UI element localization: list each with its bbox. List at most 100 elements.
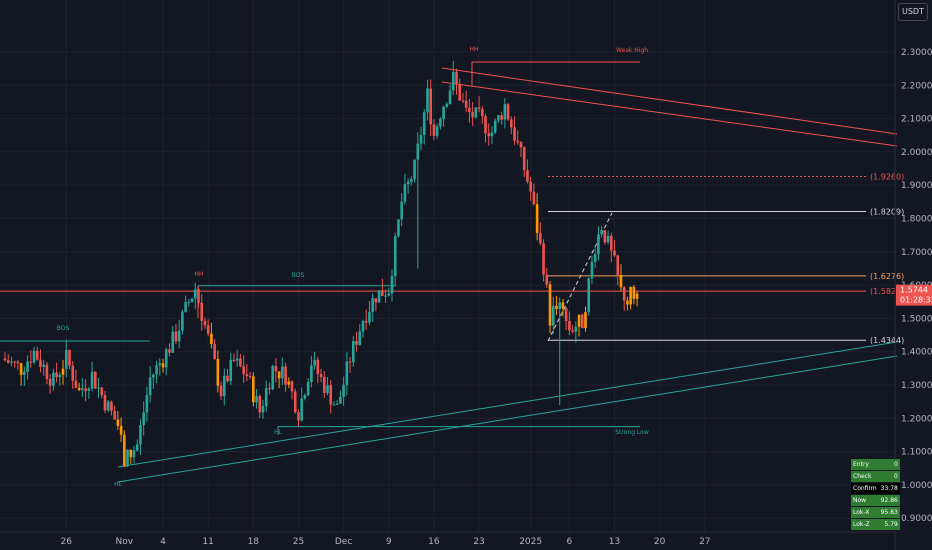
- candle-body: [603, 230, 607, 243]
- time-tick-label: 16: [428, 537, 440, 547]
- time-tick-label: 4: [160, 537, 166, 547]
- candle-body: [364, 320, 368, 323]
- candle-body: [413, 159, 416, 180]
- price-tick-label: 1.3000: [901, 381, 932, 391]
- time-axis[interactable]: 26 Nov 4 11 18 25 Dec 9 16 23 2025 6 13 20 27: [61, 537, 711, 547]
- candle-body: [190, 298, 194, 303]
- candle-body: [487, 133, 491, 137]
- candle-body: [223, 375, 226, 397]
- candle-body: [77, 387, 81, 390]
- candle-body: [535, 204, 539, 233]
- time-tick-label: 26: [61, 537, 73, 547]
- annotation-label: Strong Low: [615, 429, 649, 436]
- price-tick-label: 1.1000: [901, 448, 932, 458]
- candle-body: [29, 361, 33, 363]
- candle-body: [213, 343, 216, 359]
- time-tick-label: 2025: [519, 537, 542, 547]
- candle-body: [490, 132, 494, 137]
- candle-body: [464, 100, 468, 108]
- candle-body: [506, 104, 510, 120]
- info-panel: Entry 0 Check 0 Confirm 33.78 Now 92.86 Lok-X 95.…: [851, 459, 900, 531]
- info-row: Check 0: [851, 470, 900, 483]
- annotation-label: HH: [469, 46, 478, 53]
- candle-body: [416, 143, 420, 160]
- candle-body: [210, 333, 213, 344]
- candle-body: [545, 274, 549, 285]
- candle-body: [100, 387, 104, 396]
- candle-body: [171, 331, 174, 353]
- candle-body: [84, 388, 87, 391]
- candle-body: [610, 235, 613, 251]
- currency-selector[interactable]: USDT: [898, 3, 928, 21]
- candle-body: [94, 371, 97, 389]
- candle-body: [377, 290, 381, 303]
- candle-body: [284, 366, 287, 385]
- candle-body: [90, 371, 94, 389]
- candle-body: [435, 126, 439, 136]
- candle-body: [410, 179, 413, 182]
- time-tick-label: 13: [609, 537, 620, 547]
- candle-body: [519, 142, 523, 148]
- candle-body: [87, 388, 91, 391]
- candle-body: [510, 119, 513, 128]
- candle-body: [290, 381, 294, 392]
- info-label: Confirm: [851, 482, 879, 495]
- candle-body: [426, 88, 429, 113]
- candle-body: [568, 321, 571, 331]
- candle-body: [445, 103, 449, 107]
- info-row: Lok-X 95.83: [851, 506, 900, 519]
- candle-body: [132, 450, 136, 458]
- candle-body: [584, 312, 587, 329]
- candle-body: [471, 112, 474, 118]
- candle-body: [513, 127, 516, 141]
- info-value: 33.78: [878, 482, 900, 495]
- candle-body: [580, 314, 584, 329]
- candle-body: [532, 191, 536, 205]
- support-trendline-lower: [117, 355, 898, 483]
- price-tag-bg: [896, 284, 932, 306]
- candle-body: [145, 395, 149, 413]
- candle-body: [439, 118, 442, 127]
- candle-body: [61, 368, 65, 375]
- time-tick-label: 20: [654, 537, 666, 547]
- candle-body: [135, 444, 139, 451]
- info-value: 95.83: [878, 506, 900, 519]
- resistance-trendline-upper: [441, 67, 898, 135]
- candle-body: [555, 305, 558, 310]
- candle-body: [332, 404, 336, 406]
- candle-body: [400, 201, 403, 220]
- candle-body: [68, 349, 71, 366]
- candle-body: [116, 419, 120, 426]
- price-tick-label: 2.1000: [901, 115, 932, 125]
- candle-body: [142, 412, 145, 426]
- candle-body: [503, 104, 507, 120]
- price-tick-label: 2.3000: [901, 48, 932, 58]
- candle-body: [571, 330, 574, 332]
- trendlines: [0, 61, 898, 483]
- candle-body: [384, 295, 387, 297]
- time-tick-label: 18: [248, 537, 260, 547]
- candle-body: [268, 388, 271, 390]
- candle-body: [448, 90, 452, 104]
- annotation-label: HL: [114, 481, 123, 488]
- candle-body: [451, 71, 455, 91]
- candle-body: [58, 374, 62, 378]
- price-tick-label: 1.4000: [901, 348, 932, 358]
- candle-body: [403, 184, 407, 202]
- candle-body: [539, 232, 542, 244]
- candle-body: [52, 372, 55, 386]
- candle-body: [461, 100, 465, 102]
- candle-body: [326, 385, 329, 393]
- candle-body: [358, 331, 362, 345]
- candle-body: [551, 305, 555, 326]
- candle-body: [155, 365, 158, 375]
- candle-body: [71, 365, 75, 381]
- time-tick-label: Dec: [335, 537, 352, 547]
- candle-body: [342, 384, 345, 397]
- candle-body: [429, 88, 432, 125]
- candle-body: [542, 243, 545, 275]
- candle-body: [406, 181, 410, 185]
- candle-body: [387, 293, 391, 296]
